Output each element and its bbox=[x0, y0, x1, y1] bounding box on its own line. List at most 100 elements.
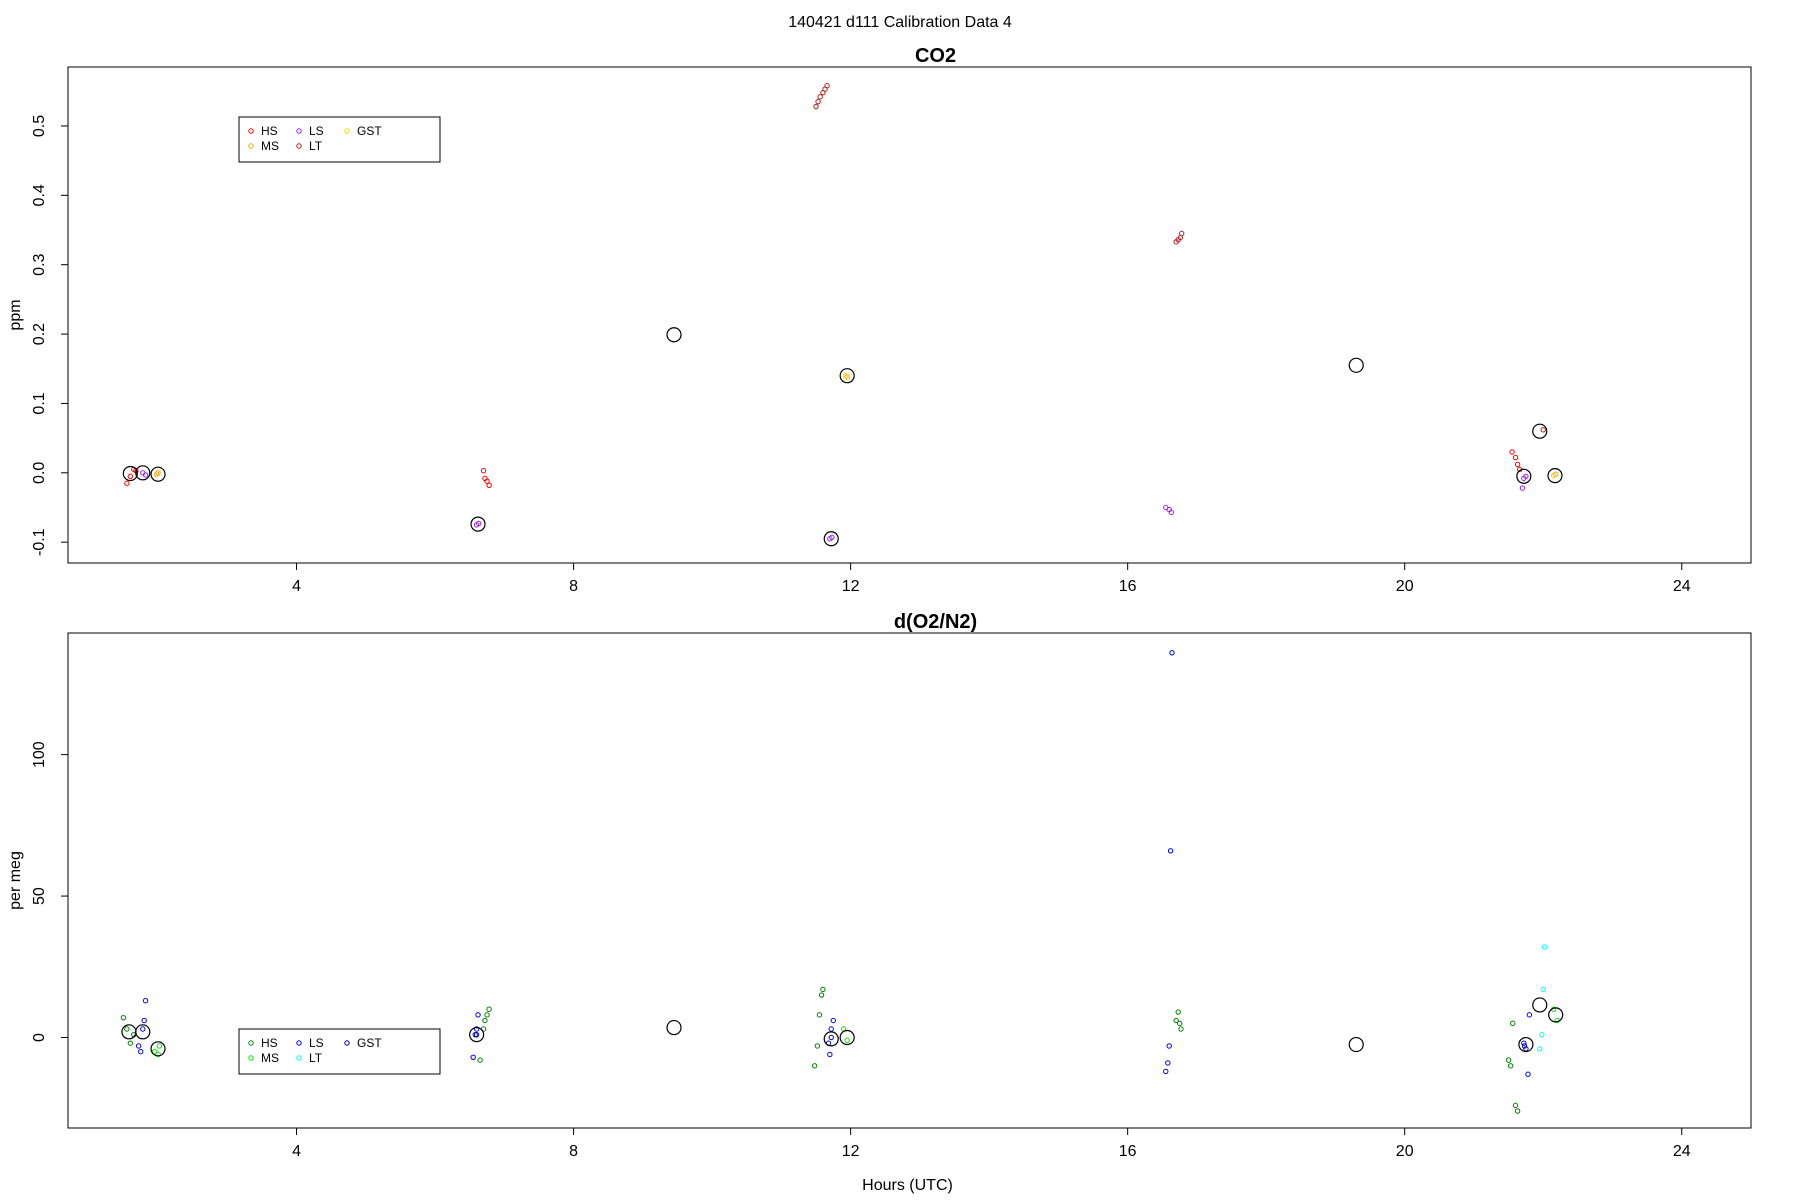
o2n2-legend-marker bbox=[296, 1055, 302, 1061]
o2n2-legend-label: LT bbox=[309, 1051, 323, 1065]
o2n2-legend-marker bbox=[248, 1040, 254, 1046]
co2-mean-point bbox=[666, 327, 682, 343]
co2-legend-box bbox=[238, 116, 441, 163]
o2n2-data-point bbox=[1514, 1108, 1521, 1114]
co2-data-point bbox=[486, 482, 492, 489]
o2n2-series-mean bbox=[121, 997, 1564, 1057]
o2n2-series-gst bbox=[473, 1031, 1528, 1049]
o2n2-data-point bbox=[482, 1017, 488, 1024]
co2-series-lt bbox=[813, 83, 1546, 433]
o2n2-y-axis-label: per meg bbox=[7, 851, 24, 910]
o2n2-data-point bbox=[1163, 1068, 1169, 1075]
co2-legend-marker bbox=[344, 128, 350, 134]
co2-y-tick-label: -0.1 bbox=[31, 528, 48, 556]
o2n2-data-point bbox=[1505, 1057, 1512, 1063]
co2-data-point bbox=[844, 374, 850, 380]
co2-data-point bbox=[1523, 473, 1529, 479]
co2-data-point bbox=[829, 534, 835, 541]
o2n2-legend-marker bbox=[344, 1040, 350, 1046]
o2n2-data-point bbox=[135, 1043, 142, 1049]
o2n2-data-point bbox=[142, 998, 149, 1004]
co2-mean-point bbox=[839, 368, 855, 384]
co2-y-tick-label: 0.1 bbox=[31, 392, 48, 414]
co2-data-point bbox=[843, 372, 849, 379]
co2-x-tick-label: 8 bbox=[569, 578, 578, 595]
o2n2-data-point bbox=[484, 1012, 490, 1018]
co2-y-tick-label: 0.5 bbox=[31, 115, 48, 137]
co2-y-tick-label: 0.4 bbox=[31, 184, 48, 206]
co2-series-ls bbox=[140, 470, 1529, 542]
o2n2-series-ls bbox=[135, 650, 1533, 1077]
co2-x-tick-label: 20 bbox=[1396, 578, 1414, 595]
co2-mean-point bbox=[135, 465, 151, 481]
o2n2-data-point bbox=[1537, 1046, 1543, 1052]
o2n2-data-point bbox=[1166, 1043, 1172, 1049]
o2n2-mean-point bbox=[121, 1024, 137, 1040]
o2n2-data-point bbox=[138, 1048, 144, 1055]
co2-legend-marker bbox=[296, 128, 302, 134]
o2n2-data-point bbox=[155, 1051, 161, 1058]
co2-mean-point bbox=[122, 465, 138, 482]
co2-legend-marker bbox=[248, 143, 254, 149]
o2n2-data-point bbox=[1521, 1040, 1527, 1046]
o2n2-data-point bbox=[120, 1014, 127, 1021]
co2-mean-point bbox=[1532, 423, 1548, 439]
o2n2-data-point bbox=[816, 1012, 823, 1018]
o2n2-data-point bbox=[156, 1043, 163, 1049]
o2n2-data-point bbox=[1526, 1012, 1533, 1018]
co2-legend-label: MS bbox=[261, 139, 279, 153]
o2n2-x-axis-label: Hours (UTC) bbox=[862, 1177, 953, 1194]
o2n2-legend-box bbox=[238, 1028, 441, 1075]
co2-data-point bbox=[484, 478, 490, 484]
o2n2-data-point bbox=[151, 1048, 158, 1055]
co2-mean-point bbox=[823, 531, 839, 547]
co2-mean-point bbox=[1348, 357, 1364, 373]
o2n2-data-point bbox=[1176, 1020, 1183, 1027]
o2n2-mean-point bbox=[839, 1029, 855, 1046]
o2n2-data-point bbox=[844, 1037, 850, 1044]
o2n2-data-point bbox=[477, 1057, 483, 1063]
co2-legend-label: LS bbox=[309, 124, 324, 138]
o2n2-mean-point bbox=[135, 1024, 151, 1040]
o2n2-legend-label: MS bbox=[261, 1051, 279, 1065]
o2n2-legend-marker bbox=[296, 1040, 302, 1046]
co2-data-point bbox=[1519, 485, 1526, 491]
co2-data-point bbox=[815, 98, 821, 105]
o2n2-data-point bbox=[124, 1026, 130, 1032]
co2-legend-label: LT bbox=[309, 139, 323, 153]
co2-data-point bbox=[124, 480, 130, 486]
o2n2-mean-point bbox=[1532, 997, 1548, 1013]
co2-series-mean bbox=[122, 327, 1563, 547]
o2n2-data-point bbox=[473, 1026, 480, 1032]
o2n2-data-point bbox=[473, 1031, 480, 1038]
o2n2-x-tick-label: 4 bbox=[292, 1143, 301, 1160]
o2n2-x-tick-label: 16 bbox=[1119, 1143, 1137, 1160]
co2-y-tick-label: 0.2 bbox=[31, 323, 48, 345]
figure-title: 140421 d111 Calibration Data 4 bbox=[788, 14, 1012, 31]
co2-x-tick-label: 24 bbox=[1673, 578, 1691, 595]
co2-mean-point bbox=[470, 516, 486, 532]
o2n2-legend-marker bbox=[248, 1055, 254, 1061]
o2n2-x-tick-label: 20 bbox=[1396, 1143, 1414, 1160]
o2n2-data-point bbox=[140, 1026, 146, 1032]
o2n2-data-point bbox=[828, 1026, 834, 1032]
co2-data-point bbox=[817, 94, 823, 100]
o2n2-mean-point bbox=[823, 1031, 839, 1047]
o2n2-data-point bbox=[1539, 1031, 1545, 1038]
o2n2-data-point bbox=[830, 1017, 837, 1024]
o2n2-data-point bbox=[1175, 1009, 1181, 1015]
co2-data-point bbox=[142, 472, 149, 478]
o2n2-data-point bbox=[1540, 986, 1546, 993]
o2n2-mean-point bbox=[469, 1027, 485, 1043]
co2-mean-point bbox=[1547, 467, 1563, 484]
o2n2-data-point bbox=[818, 992, 825, 998]
o2n2-data-point bbox=[828, 1034, 834, 1041]
co2-data-point bbox=[824, 83, 830, 89]
o2n2-data-point bbox=[1521, 1043, 1528, 1049]
co2-data-point bbox=[813, 103, 819, 110]
o2n2-data-point bbox=[1165, 1060, 1171, 1066]
co2-legend-label: GST bbox=[357, 124, 382, 138]
